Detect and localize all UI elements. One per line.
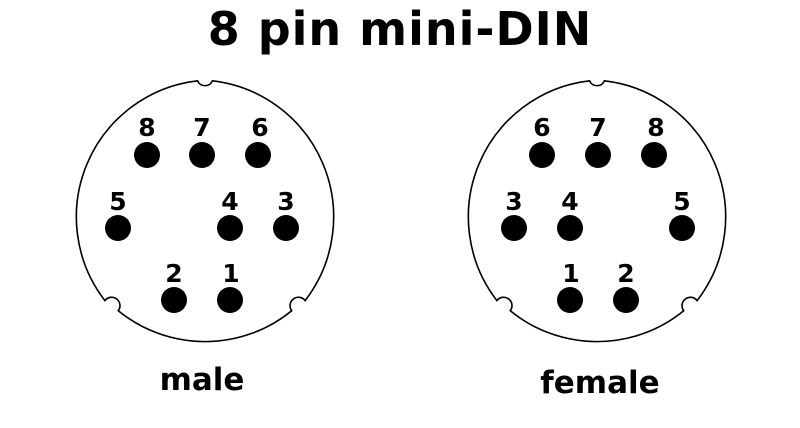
male-pin-label-5: 5 <box>109 187 126 216</box>
male-pin-4 <box>217 215 243 241</box>
male-pin-5 <box>105 215 131 241</box>
male-connector: 8 7 6 5 4 3 2 1 male <box>75 79 335 398</box>
female-pin-label-7: 7 <box>589 113 606 142</box>
female-pin-label-5: 5 <box>673 187 690 216</box>
male-pin-8 <box>134 142 160 168</box>
male-pin-label-7: 7 <box>193 113 210 142</box>
female-pin-label-4: 4 <box>561 187 578 216</box>
female-pin-6 <box>529 142 555 168</box>
female-connector: 6 7 8 3 4 5 1 2 female <box>467 79 727 401</box>
male-connector-outline <box>75 79 335 343</box>
female-pin-3 <box>501 215 527 241</box>
male-pin-label-4: 4 <box>221 187 238 216</box>
male-pin-3 <box>273 215 299 241</box>
female-pin-5 <box>669 215 695 241</box>
male-pin-label-6: 6 <box>251 113 268 142</box>
male-pin-6 <box>245 142 271 168</box>
male-pin-label-2: 2 <box>165 259 182 288</box>
female-pin-label-3: 3 <box>505 187 522 216</box>
male-pin-2 <box>161 287 187 313</box>
female-pin-4 <box>557 215 583 241</box>
female-label: female <box>540 365 659 401</box>
female-pin-7 <box>585 142 611 168</box>
male-pin-label-8: 8 <box>138 113 155 142</box>
male-pin-7 <box>189 142 215 168</box>
female-pin-label-6: 6 <box>533 113 550 142</box>
male-pin-label-3: 3 <box>277 187 294 216</box>
male-label: male <box>160 362 245 398</box>
male-pin-label-1: 1 <box>222 259 239 288</box>
female-pin-1 <box>557 287 583 313</box>
female-pin-2 <box>613 287 639 313</box>
male-pin-1 <box>217 287 243 313</box>
female-pin-label-2: 2 <box>617 259 634 288</box>
female-pin-8 <box>641 142 667 168</box>
female-connector-outline <box>467 79 727 343</box>
female-pin-label-1: 1 <box>562 259 579 288</box>
diagram-title: 8 pin mini-DIN <box>207 2 593 56</box>
female-pin-label-8: 8 <box>647 113 664 142</box>
